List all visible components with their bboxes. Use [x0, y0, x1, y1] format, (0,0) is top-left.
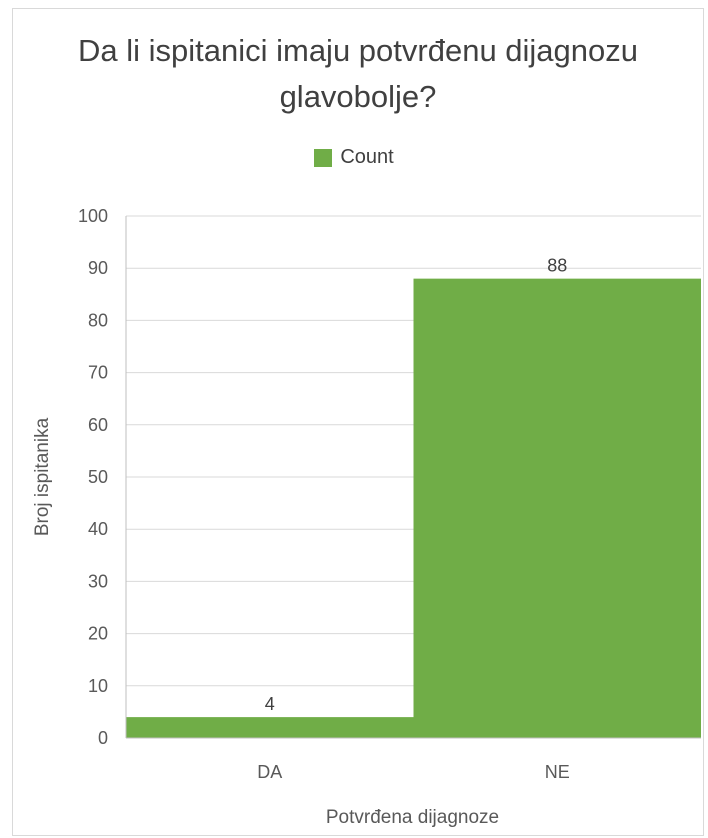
chart-title: Da li ispitanici imaju potvrđenu dijagno…	[12, 28, 704, 120]
legend-label-count: Count	[340, 146, 394, 168]
y-tick-label-10: 10	[88, 676, 108, 696]
y-tick-label-0: 0	[98, 728, 108, 748]
y-tick-label-50: 50	[88, 467, 108, 487]
x-tick-label-ne: NE	[545, 762, 570, 782]
y-tick-label-70: 70	[88, 363, 108, 383]
legend-swatch-count	[314, 148, 333, 167]
data-label-da: 4	[265, 694, 275, 714]
y-tick-label-20: 20	[88, 624, 108, 644]
data-label-ne: 88	[547, 256, 567, 276]
chart-title-line-1: Da li ispitanici imaju potvrđenu dijagno…	[77, 33, 639, 68]
chart-legend: Count	[0, 146, 708, 169]
y-tick-label-40: 40	[88, 519, 108, 539]
y-axis-title: Broj ispitanika	[32, 417, 53, 536]
y-tick-label-80: 80	[88, 310, 108, 330]
chart-title-line-2: glavobolje?	[279, 79, 437, 114]
y-tick-label-30: 30	[88, 571, 108, 591]
y-tick-label-90: 90	[88, 258, 108, 278]
y-tick-label-100: 100	[78, 206, 108, 226]
bar-ne	[413, 278, 701, 738]
x-axis-title: Potvrđena dijagnoze	[326, 807, 499, 828]
y-tick-label-60: 60	[88, 415, 108, 435]
bar-da	[126, 717, 414, 738]
x-tick-label-da: DA	[257, 762, 282, 782]
